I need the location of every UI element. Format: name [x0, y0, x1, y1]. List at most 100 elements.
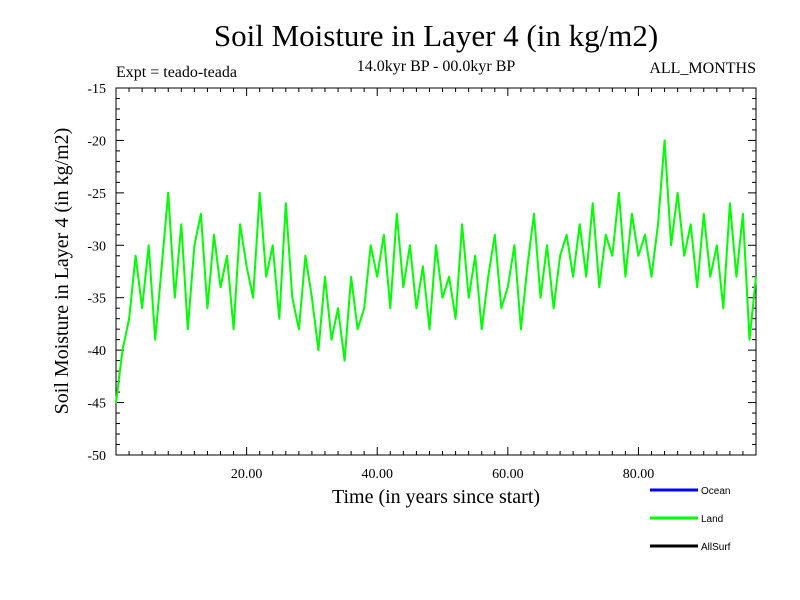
data-point	[200, 213, 202, 215]
data-point	[193, 244, 196, 247]
data-point	[147, 244, 150, 247]
data-point	[258, 192, 261, 194]
data-point	[722, 307, 725, 310]
data-point	[689, 223, 692, 226]
data-point	[709, 275, 712, 278]
data-point	[624, 275, 627, 278]
data-point	[330, 338, 333, 341]
data-point	[520, 328, 522, 330]
data-point	[324, 275, 326, 278]
data-point	[311, 296, 313, 299]
data-point	[435, 244, 437, 247]
data-point	[591, 202, 594, 205]
chart-subtitle: 14.0kyr BP - 00.0kyr BP	[357, 58, 516, 75]
data-point	[382, 234, 385, 236]
data-point	[670, 244, 672, 247]
data-points	[115, 139, 757, 404]
data-point	[304, 254, 307, 257]
data-point	[441, 296, 444, 299]
x-axis: 20.00 40.00 60.00 80.00	[128, 88, 757, 482]
y-tick-label: -35	[87, 292, 106, 307]
data-point	[291, 296, 294, 299]
x-tick-label: 40.00	[361, 467, 393, 482]
data-point	[454, 317, 457, 320]
y-tick-label: -50	[87, 449, 106, 464]
data-point	[546, 244, 548, 247]
data-point	[500, 307, 503, 310]
x-axis-label: Time (in years since start)	[332, 486, 540, 508]
y-axis: -15 -20 -25 -30 -35 -40 -45 -50	[87, 82, 756, 464]
data-point	[748, 338, 751, 341]
legend: Ocean Land AllSurf	[650, 486, 731, 553]
data-point	[128, 317, 130, 320]
data-point	[284, 202, 287, 205]
legend-label-allsurf: AllSurf	[701, 542, 731, 553]
y-tick-label: -45	[87, 397, 106, 412]
y-tick-label: -20	[87, 134, 106, 149]
data-point	[219, 286, 222, 289]
data-point	[167, 192, 170, 194]
data-point	[415, 307, 418, 310]
series-line-land	[115, 139, 757, 403]
y-tick-label: -15	[87, 82, 106, 97]
experiment-label: Expt = teado-teada	[116, 64, 237, 81]
data-point	[298, 328, 300, 330]
data-point	[513, 244, 516, 247]
data-point	[252, 296, 254, 299]
data-point	[559, 254, 561, 257]
data-point	[735, 275, 738, 278]
data-point	[402, 286, 405, 289]
months-label: ALL_MONTHS	[649, 60, 756, 77]
chart-title: Soil Moisture in Layer 4 (in kg/m2)	[214, 18, 658, 53]
data-point	[604, 234, 607, 236]
data-point	[239, 223, 241, 226]
data-point	[663, 139, 666, 142]
data-point	[187, 328, 189, 330]
data-point	[572, 275, 574, 278]
data-point	[578, 223, 581, 226]
data-point	[533, 213, 535, 215]
data-point	[618, 192, 620, 194]
data-point	[696, 286, 699, 289]
x-tick-label: 60.00	[492, 467, 524, 482]
data-point	[115, 401, 117, 404]
data-point	[585, 275, 588, 278]
data-point	[363, 307, 365, 310]
data-point	[683, 254, 685, 257]
data-point	[396, 213, 398, 215]
data-point	[507, 286, 509, 289]
data-point	[206, 307, 209, 310]
data-point	[565, 234, 568, 236]
data-point	[650, 275, 653, 278]
data-point	[350, 275, 352, 278]
data-point	[317, 349, 320, 351]
data-point	[337, 307, 339, 310]
data-point	[448, 275, 450, 278]
data-point	[173, 296, 176, 299]
data-point	[487, 275, 490, 278]
data-point	[742, 213, 744, 215]
data-point	[278, 317, 281, 320]
data-point	[526, 265, 529, 268]
data-point	[539, 296, 542, 299]
data-point	[493, 234, 496, 236]
legend-label-land: Land	[701, 514, 723, 525]
data-point	[376, 275, 379, 278]
data-point	[213, 234, 215, 236]
data-point	[271, 244, 274, 247]
data-point	[467, 296, 470, 299]
data-point	[356, 328, 359, 330]
data-point	[389, 307, 392, 310]
y-tick-label: -25	[87, 187, 106, 202]
data-point	[676, 192, 679, 194]
data-point	[480, 328, 483, 330]
y-axis-label: Soil Moisture in Layer 4 (in kg/m2)	[51, 128, 73, 415]
data-point	[141, 307, 143, 310]
data-point	[245, 265, 248, 268]
data-point	[409, 244, 411, 247]
data-point	[552, 307, 555, 310]
x-tick-label: 80.00	[623, 467, 655, 482]
data-point	[755, 275, 757, 278]
data-point	[657, 223, 659, 226]
